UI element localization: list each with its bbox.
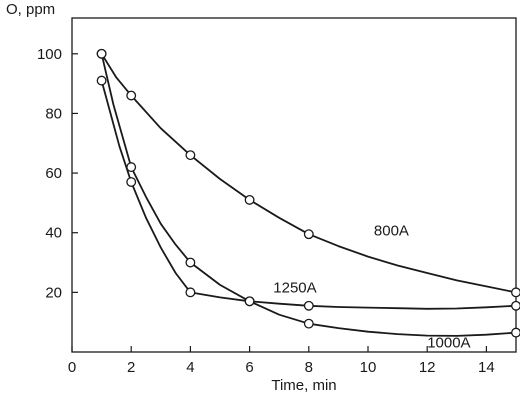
x-tick-label: 2 [127, 359, 135, 376]
data-point-1250A [511, 300, 520, 311]
data-point-1000A [185, 257, 196, 268]
data-point-800A [185, 150, 196, 161]
x-tick-label: 8 [305, 359, 313, 376]
data-point-800A [303, 229, 314, 240]
data-point-1000A [303, 318, 314, 329]
x-tick-label: 4 [186, 359, 194, 376]
data-point-1250A [126, 177, 137, 187]
y-tick-label: 40 [45, 225, 62, 242]
y-tick-label: 100 [37, 46, 62, 63]
plot-frame [71, 17, 517, 353]
labels-layer: 800A 1250A 1000A [273, 223, 470, 352]
series-layer [96, 48, 520, 338]
data-point-800A [244, 194, 255, 205]
series-line-800A [100, 53, 517, 294]
series-label-1000A: 1000A [427, 335, 470, 352]
data-point-1250A [96, 75, 107, 86]
data-point-1250A [303, 300, 314, 311]
x-tick-label: 6 [245, 359, 253, 376]
data-point-800A [511, 287, 520, 298]
data-point-800A [126, 90, 137, 101]
data-point-1000A [96, 48, 107, 59]
y-tick-label: 80 [45, 105, 62, 122]
x-tick-label: 0 [68, 359, 76, 376]
y-tick-label: 20 [45, 284, 62, 301]
y-tick-label: 60 [45, 165, 62, 182]
data-point-1250A [185, 287, 196, 298]
data-point-1000A [244, 296, 255, 307]
x-tick-label: 10 [360, 359, 377, 376]
series-label-1250A: 1250A [273, 279, 316, 296]
series-label-800A: 800A [374, 223, 409, 240]
data-point-1000A [511, 327, 520, 338]
ticks-layer: 0 2 4 6 8 10 12 14 20 40 60 80 100 [37, 46, 495, 376]
series-line-1250A [100, 80, 517, 310]
y-axis-label: O, ppm [6, 1, 55, 18]
series-line-1000A [100, 53, 517, 337]
x-tick-label: 12 [419, 359, 436, 376]
data-point-1000A [126, 162, 137, 173]
x-tick-label: 14 [478, 359, 495, 376]
x-axis-label: Time, min [271, 377, 336, 394]
